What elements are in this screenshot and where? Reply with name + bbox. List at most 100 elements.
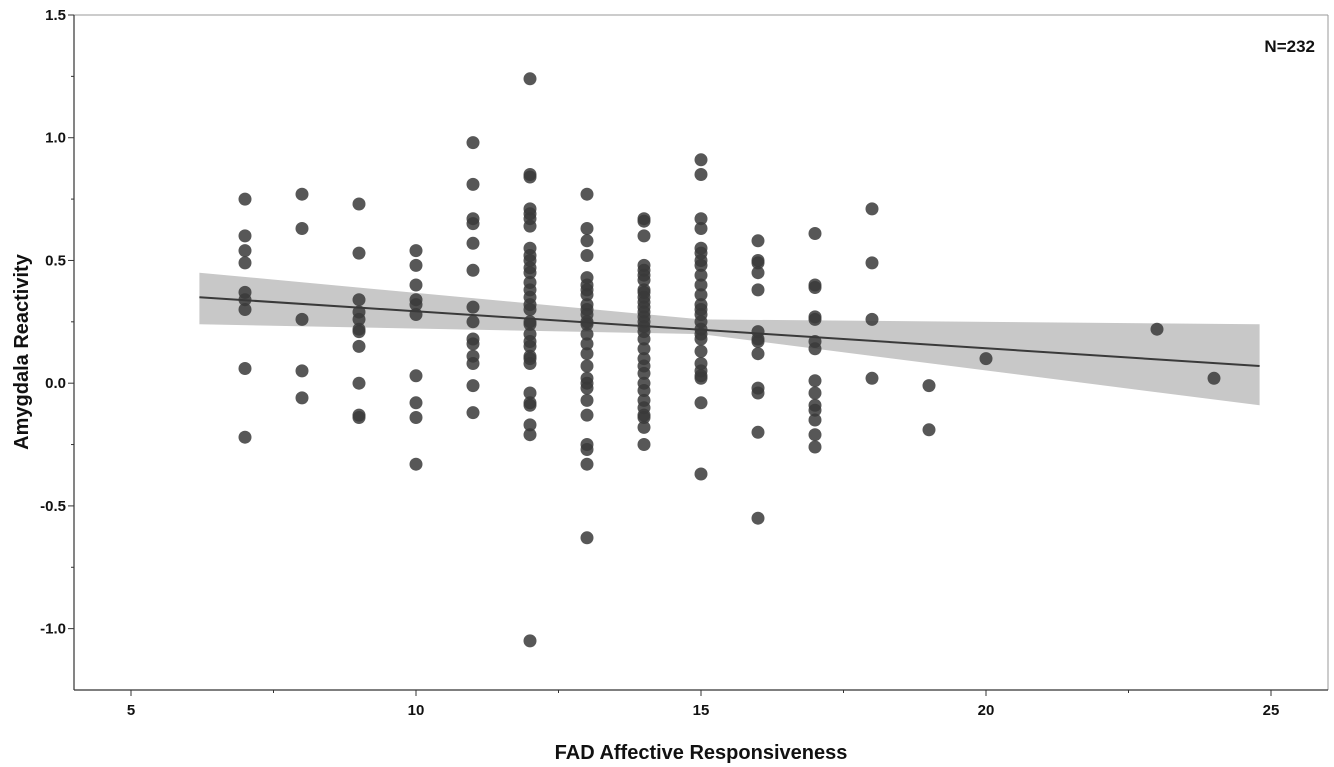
data-point [466,236,480,250]
data-point [637,332,651,346]
data-point [523,398,537,412]
data-point [637,420,651,434]
data-point [466,357,480,370]
data-point [352,197,366,211]
data-point [637,229,651,243]
data-point [808,413,822,427]
data-point [523,634,537,648]
data-point [238,362,252,375]
plot-area [199,72,1260,648]
data-point [751,347,765,361]
data-point [409,308,423,321]
data-point [580,222,594,235]
data-point [922,379,936,393]
x-axis-title: FAD Affective Responsiveness [555,742,848,764]
data-point [523,386,537,400]
data-point [352,339,366,353]
data-point [637,384,651,397]
data-point [409,457,423,471]
data-point [466,217,480,231]
data-point [466,263,480,277]
data-point [523,317,537,331]
data-point [580,288,594,302]
data-point [352,411,366,424]
data-point [295,364,309,378]
data-point [694,288,708,302]
y-tick-label: 0.5 [45,252,66,269]
data-point [694,212,708,226]
data-point [922,423,936,437]
data-point [1207,371,1221,385]
data-point [352,325,366,339]
data-point [580,234,594,248]
data-point [694,168,708,181]
data-point [694,153,708,167]
data-point [238,256,252,270]
data-point [466,315,480,329]
data-point [295,391,309,405]
data-point [409,396,423,410]
data-point [694,268,708,282]
data-point [808,386,822,400]
data-point [523,418,537,432]
x-tick-label: 25 [1263,702,1280,719]
sample-size-annotation: N=232 [1264,37,1315,56]
data-point [409,369,423,383]
data-point [580,457,594,471]
plot-frame [73,14,1329,691]
data-point [580,393,594,407]
data-point [466,177,480,191]
data-point [808,428,822,442]
data-point [580,327,594,341]
data-point [637,411,651,424]
data-point [580,337,594,351]
data-point [694,332,708,346]
data-point [751,386,765,400]
data-point [352,293,366,307]
y-tick-label: 1.5 [45,7,66,24]
data-point [751,266,765,280]
data-point [409,258,423,272]
regression-line [199,296,1260,367]
data-point [808,227,822,240]
data-point [694,467,708,481]
data-point [580,317,594,331]
data-point [865,312,879,326]
data-point [751,256,765,270]
data-point [808,374,822,388]
data-point [808,403,822,417]
data-point [466,379,480,393]
data-point [238,303,252,316]
data-point [580,531,594,545]
data-point [238,229,252,243]
data-point [352,376,366,390]
data-point [409,411,423,424]
data-point [1150,322,1164,336]
data-point [637,342,651,356]
y-tick-label: 0.0 [45,375,66,392]
data-point [352,246,366,260]
data-point [637,273,651,287]
data-point [751,283,765,297]
y-axis-title: Amygdala Reactivity [11,253,33,450]
x-tick-label: 10 [408,702,425,719]
data-point [523,428,537,442]
data-point [523,219,537,233]
data-point [523,303,537,316]
x-tick-label: 20 [978,702,995,719]
data-point [238,430,252,444]
data-point [238,293,252,307]
data-point [238,244,252,258]
y-tick-label: -1.0 [40,621,66,638]
data-point [979,352,993,366]
confidence-band [199,272,1260,406]
data-point [694,396,708,410]
data-point [751,234,765,248]
data-point [865,371,879,385]
data-point [523,72,537,86]
data-point [580,249,594,262]
data-point [295,222,309,235]
data-point [580,443,594,456]
data-point [694,278,708,292]
